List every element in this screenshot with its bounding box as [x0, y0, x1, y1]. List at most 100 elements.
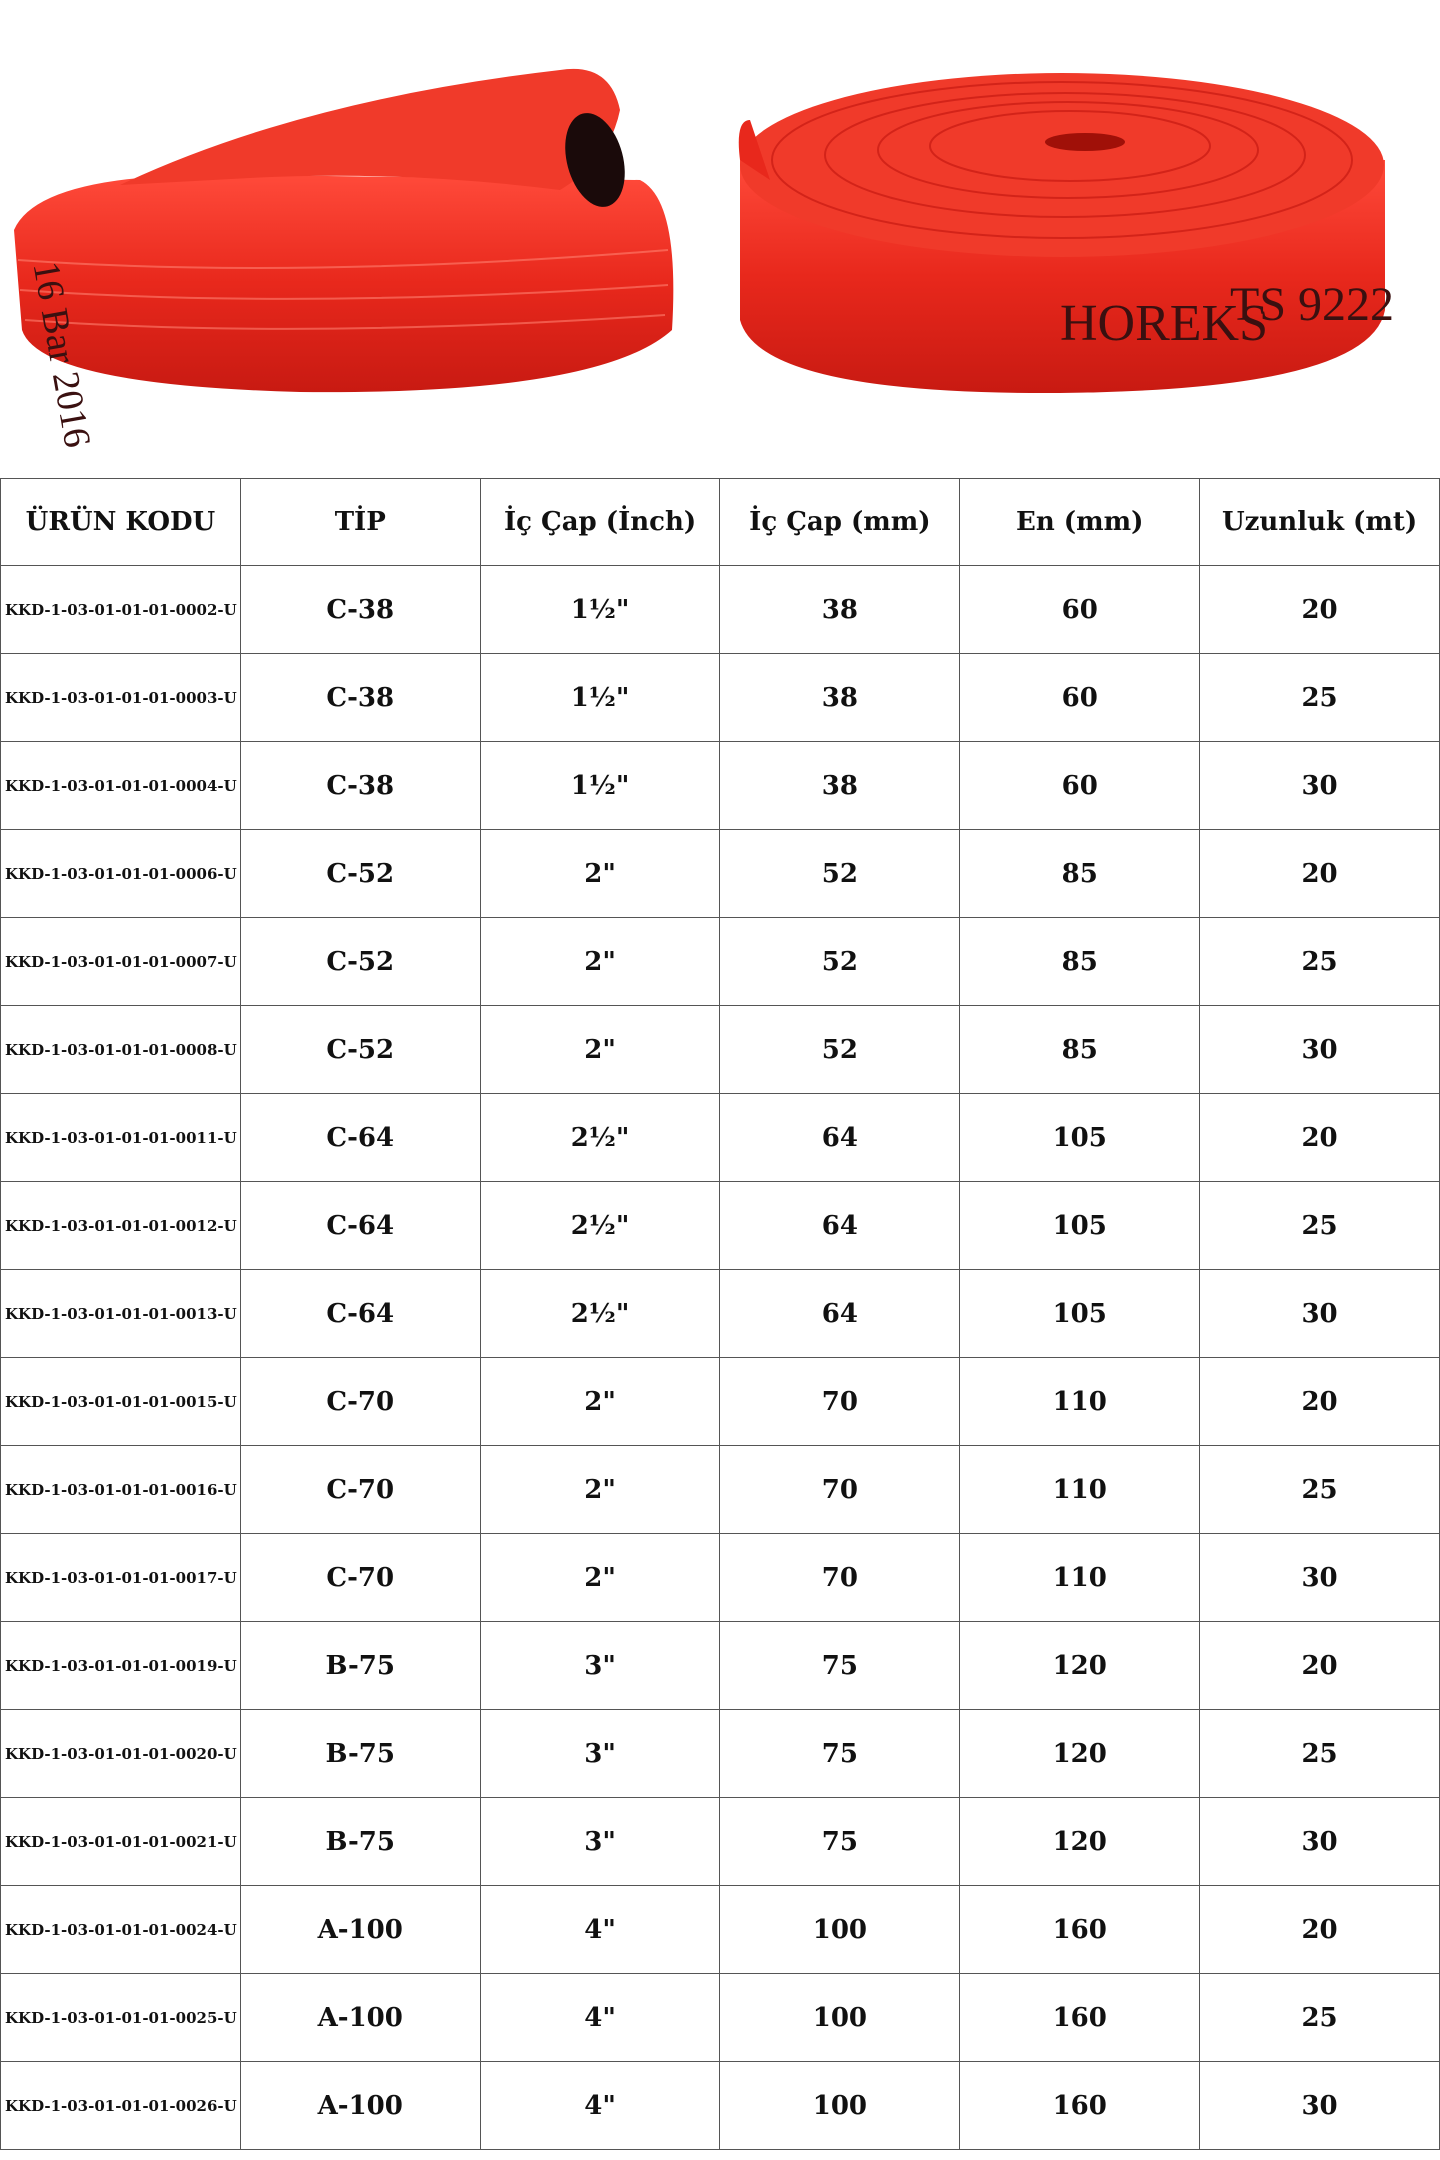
table-cell: C-64 [239, 1269, 481, 1358]
product-photos: 16 Bar 2016 HOREKS TS 9222 [14, 68, 1394, 451]
table-cell: C-38 [239, 653, 481, 742]
table-cell: 3" [479, 1797, 721, 1886]
table-row: KKD-1-03-01-01-01-0026-U A-100 4" 100 160 30 [0, 2061, 1440, 2150]
table-cell: 75 [719, 1709, 961, 1798]
product-code: KKD-1-03-01-01-01-0017-U [0, 1533, 241, 1622]
table-body: KKD-1-03-01-01-01-0002-U C-38 1½" 38 60 20 KKD… [0, 565, 1440, 2150]
table-cell: 20 [1199, 1357, 1440, 1446]
table-cell: 60 [959, 653, 1201, 742]
table-cell: C-64 [239, 1181, 481, 1270]
table-cell: 3" [479, 1621, 721, 1710]
table-cell: 1½" [479, 565, 721, 654]
table-cell: 30 [1199, 1005, 1440, 1094]
column-header: İç Çap (İnch) [479, 478, 721, 566]
table-cell: 30 [1199, 1269, 1440, 1358]
table-cell: 70 [719, 1357, 961, 1446]
table-row: KKD-1-03-01-01-01-0017-U C-70 2" 70 110 30 [0, 1533, 1440, 1622]
table-cell: C-52 [239, 1005, 481, 1094]
table-cell: 105 [959, 1093, 1201, 1182]
table-cell: 20 [1199, 565, 1440, 654]
column-header: Uzunluk (mt) [1199, 478, 1440, 566]
table-cell: 120 [959, 1709, 1201, 1798]
product-code: KKD-1-03-01-01-01-0011-U [0, 1093, 241, 1182]
table-cell: 25 [1199, 1973, 1440, 2062]
product-code: KKD-1-03-01-01-01-0002-U [0, 565, 241, 654]
right-hose: HOREKS TS 9222 [738, 73, 1394, 394]
table-cell: 38 [719, 741, 961, 830]
table-cell: 100 [719, 2061, 961, 2150]
table-cell: 110 [959, 1357, 1201, 1446]
table-cell: 52 [719, 1005, 961, 1094]
product-code: KKD-1-03-01-01-01-0019-U [0, 1621, 241, 1710]
product-code: KKD-1-03-01-01-01-0004-U [0, 741, 241, 830]
table-cell: B-75 [239, 1709, 481, 1798]
table-cell: 4" [479, 2061, 721, 2150]
product-code: KKD-1-03-01-01-01-0020-U [0, 1709, 241, 1798]
table-cell: 160 [959, 1885, 1201, 1974]
table-row: KKD-1-03-01-01-01-0013-U C-64 2½" 64 105 30 [0, 1269, 1440, 1358]
table-cell: 4" [479, 1885, 721, 1974]
table-cell: 30 [1199, 1797, 1440, 1886]
product-code: KKD-1-03-01-01-01-0026-U [0, 2061, 241, 2150]
table-cell: 85 [959, 917, 1201, 1006]
table-cell: 70 [719, 1445, 961, 1534]
hose-standard: TS 9222 [1230, 278, 1394, 331]
table-cell: 85 [959, 1005, 1201, 1094]
table-cell: 2½" [479, 1181, 721, 1270]
table-row: KKD-1-03-01-01-01-0020-U B-75 3" 75 120 25 [0, 1709, 1440, 1798]
table-cell: C-70 [239, 1445, 481, 1534]
table-cell: 30 [1199, 2061, 1440, 2150]
product-code: KKD-1-03-01-01-01-0024-U [0, 1885, 241, 1974]
table-cell: 30 [1199, 741, 1440, 830]
table-cell: 25 [1199, 1181, 1440, 1270]
table-cell: 3" [479, 1709, 721, 1798]
header-row: ÜRÜN KODU TİP İç Çap (İnch) İç Çap (mm) En (… [0, 478, 1440, 566]
table-cell: 38 [719, 565, 961, 654]
table-cell: 60 [959, 741, 1201, 830]
table-cell: 70 [719, 1533, 961, 1622]
column-header: En (mm) [959, 478, 1201, 566]
table-row: KKD-1-03-01-01-01-0006-U C-52 2" 52 85 20 [0, 829, 1440, 918]
table-cell: C-70 [239, 1533, 481, 1622]
column-header: TİP [239, 478, 481, 566]
spec-table: ÜRÜN KODU TİP İç Çap (İnch) İç Çap (mm) En (… [0, 478, 1440, 2150]
product-code: KKD-1-03-01-01-01-0015-U [0, 1357, 241, 1446]
table-cell: 20 [1199, 1621, 1440, 1710]
table-row: KKD-1-03-01-01-01-0012-U C-64 2½" 64 105 25 [0, 1181, 1440, 1270]
table-cell: C-52 [239, 829, 481, 918]
table-cell: 160 [959, 1973, 1201, 2062]
table-cell: 2" [479, 1357, 721, 1446]
table-row: KKD-1-03-01-01-01-0008-U C-52 2" 52 85 30 [0, 1005, 1440, 1094]
table-cell: 52 [719, 917, 961, 1006]
table-cell: 105 [959, 1269, 1201, 1358]
table-cell: 30 [1199, 1533, 1440, 1622]
product-code: KKD-1-03-01-01-01-0021-U [0, 1797, 241, 1886]
table-cell: C-38 [239, 741, 481, 830]
table-cell: 75 [719, 1621, 961, 1710]
product-code: KKD-1-03-01-01-01-0025-U [0, 1973, 241, 2062]
table-cell: 64 [719, 1093, 961, 1182]
product-code: KKD-1-03-01-01-01-0008-U [0, 1005, 241, 1094]
table-row: KKD-1-03-01-01-01-0002-U C-38 1½" 38 60 20 [0, 565, 1440, 654]
table-cell: A-100 [239, 1973, 481, 2062]
table-cell: 25 [1199, 1445, 1440, 1534]
product-code: KKD-1-03-01-01-01-0012-U [0, 1181, 241, 1270]
table-cell: 1½" [479, 741, 721, 830]
table-cell: 85 [959, 829, 1201, 918]
table-cell: 2" [479, 829, 721, 918]
table-cell: 20 [1199, 1885, 1440, 1974]
table-cell: 2" [479, 1445, 721, 1534]
table-cell: 64 [719, 1181, 961, 1270]
hose-brand: HOREKS [1060, 295, 1268, 352]
table-cell: 20 [1199, 829, 1440, 918]
table-row: KKD-1-03-01-01-01-0024-U A-100 4" 100 160 20 [0, 1885, 1440, 1974]
table-cell: 110 [959, 1533, 1201, 1622]
table-cell: A-100 [239, 2061, 481, 2150]
table-cell: 52 [719, 829, 961, 918]
table-cell: C-70 [239, 1357, 481, 1446]
table-cell: 110 [959, 1445, 1201, 1534]
table-cell: 60 [959, 565, 1201, 654]
table-cell: 25 [1199, 917, 1440, 1006]
product-code: KKD-1-03-01-01-01-0013-U [0, 1269, 241, 1358]
